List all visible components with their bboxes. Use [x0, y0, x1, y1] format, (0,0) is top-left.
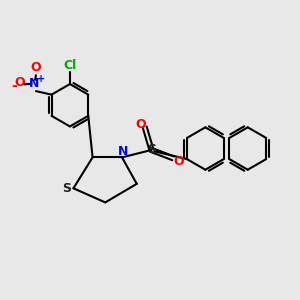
Text: N: N — [118, 145, 128, 158]
Text: Cl: Cl — [63, 59, 76, 72]
Text: +: + — [37, 74, 45, 84]
Text: S: S — [62, 182, 71, 195]
Text: O: O — [135, 118, 146, 130]
Text: O: O — [31, 61, 41, 74]
Text: O: O — [173, 155, 184, 168]
Text: -: - — [11, 80, 17, 93]
Text: S: S — [147, 143, 156, 157]
Text: N: N — [29, 77, 40, 90]
Text: O: O — [14, 76, 25, 89]
